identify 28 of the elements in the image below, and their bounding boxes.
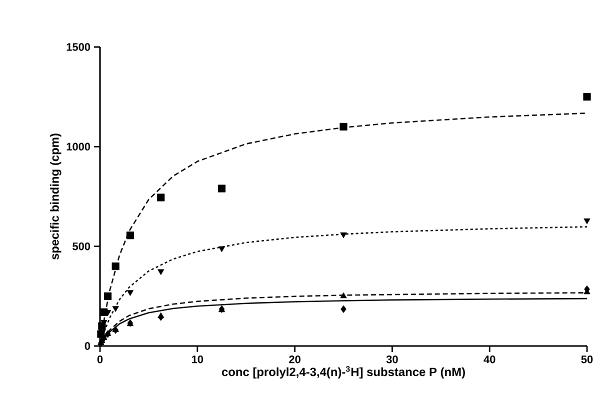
point xyxy=(218,184,226,192)
point xyxy=(126,232,134,240)
point xyxy=(126,290,134,296)
point xyxy=(340,232,347,238)
x-tick-label: 20 xyxy=(289,356,300,364)
y-axis-title: specific binding (cpm) xyxy=(50,134,62,260)
point xyxy=(584,218,590,224)
x-axis-title: conc [prolyl2,4-3,4(n)-$^{3}$H] substance P (nM) xyxy=(222,366,465,379)
x-tick-label: 10 xyxy=(192,356,204,364)
point xyxy=(583,93,591,101)
point xyxy=(218,246,226,252)
point xyxy=(340,305,346,313)
y-tick-label: 1000 xyxy=(66,142,90,151)
x-tick-label: 50 xyxy=(581,356,593,364)
point xyxy=(157,194,165,202)
y-tick-label: 0 xyxy=(84,342,90,350)
point xyxy=(340,122,348,131)
x-tick-label: 0 xyxy=(97,356,103,364)
point xyxy=(158,313,164,321)
point xyxy=(112,306,119,312)
x-tick-label: 30 xyxy=(386,356,398,364)
x-tick-label: 40 xyxy=(484,356,496,364)
point xyxy=(112,262,120,270)
y-tick-label: 1500 xyxy=(66,43,90,51)
y-tick-label: 500 xyxy=(72,242,90,250)
point xyxy=(158,269,164,276)
point xyxy=(104,292,112,300)
point xyxy=(340,292,347,298)
